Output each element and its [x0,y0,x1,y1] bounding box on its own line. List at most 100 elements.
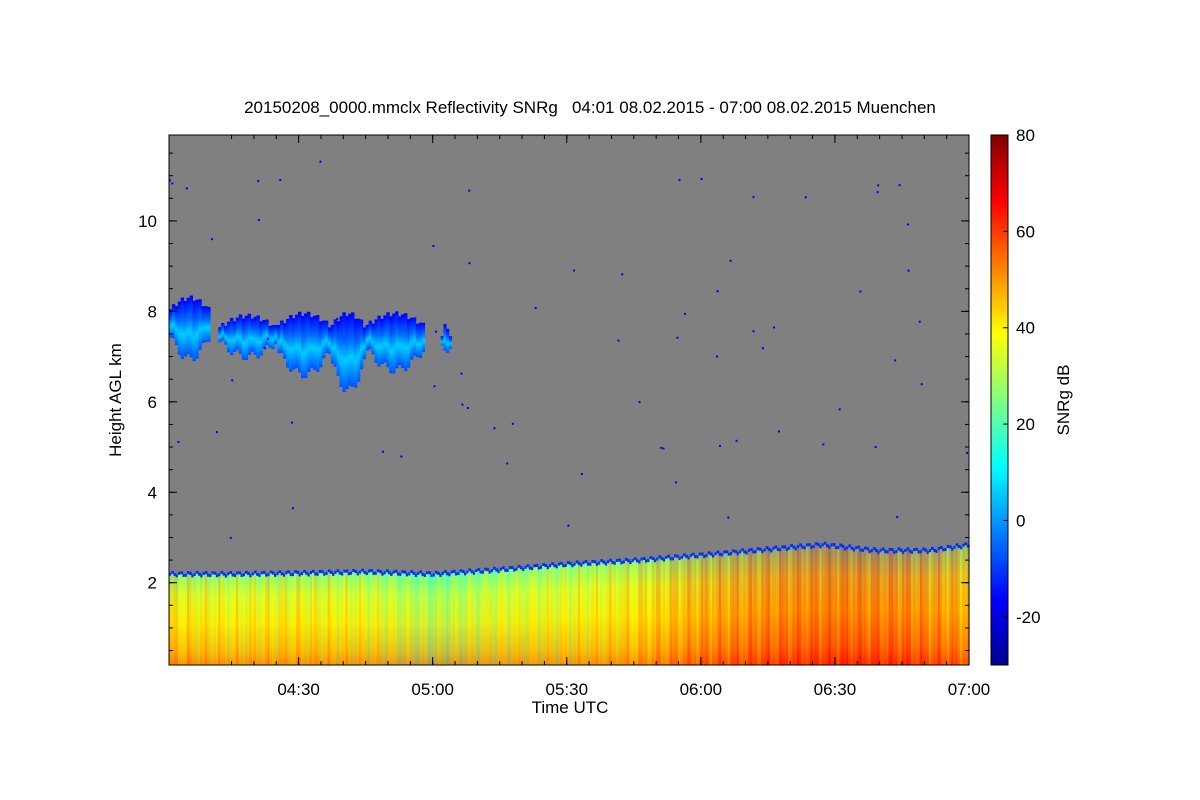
boundary-layer-snr-overlay [428,572,431,665]
boundary-layer-snr-overlay [562,565,566,665]
boundary-layer-snr-overlay [817,544,820,665]
colorbar-tick-label: 80 [1016,126,1035,145]
boundary-layer-top-edge [227,572,230,576]
cirrus-column [221,323,225,341]
noise-speck [876,191,879,194]
cirrus-column [192,300,196,362]
boundary-layer-snr-overlay [392,571,396,665]
cirrus-column [421,322,426,353]
boundary-layer-top-edge [312,569,315,573]
cirrus-column [386,312,390,368]
boundary-layer-top-edge [685,554,688,558]
boundary-layer-top-edge [260,571,264,575]
boundary-layer-snr-overlay [470,571,474,665]
boundary-layer-top-edge [300,572,304,576]
boundary-layer-snr-overlay [553,565,557,665]
boundary-layer-snr-overlay [365,573,369,665]
boundary-layer-top-edge [522,568,525,572]
cirrus-column [380,319,384,364]
cirrus-column [280,320,284,353]
boundary-layer-snr-overlay [582,562,586,665]
boundary-layer-snr-overlay [493,567,496,665]
boundary-layer-top-edge [647,559,650,563]
boundary-layer-snr-overlay [864,547,867,665]
boundary-layer-snr-overlay [441,572,445,665]
boundary-layer-snr-overlay [886,551,890,665]
boundary-layer-top-edge [450,570,454,574]
cirrus-column [283,323,287,359]
boundary-layer-top-edge [808,543,811,547]
boundary-layer-top-edge [687,556,691,560]
boundary-layer-snr-overlay [729,553,733,665]
boundary-layer-snr-overlay [783,546,787,665]
boundary-layer-top-edge [607,560,610,564]
boundary-layer-snr-overlay [542,564,545,665]
boundary-layer-top-edge [962,543,966,547]
boundary-layer-top-edge [613,561,617,565]
boundary-layer-top-edge [180,571,183,575]
boundary-layer-snr-overlay [316,573,320,665]
boundary-layer-snr-overlay [607,561,610,665]
boundary-layer-snr-overlay [667,555,671,665]
boundary-layer-snr-overlay [207,574,210,665]
cirrus-column [171,304,176,339]
boundary-layer-top-edge [195,570,199,574]
boundary-layer-top-edge [200,574,204,578]
boundary-layer-snr-overlay [624,558,628,665]
noise-speck [257,180,260,183]
boundary-layer-snr-overlay [622,561,626,665]
boundary-layer-top-edge [455,572,458,576]
boundary-layer-snr-overlay [872,548,876,665]
boundary-layer-top-edge [356,572,360,576]
boundary-layer-snr-overlay [363,571,367,665]
boundary-layer-snr-overlay [821,544,825,665]
boundary-layer-top-edge [850,546,854,550]
boundary-layer-top-edge [725,550,729,554]
cirrus-column [359,319,364,370]
boundary-layer-top-edge [870,549,874,553]
boundary-layer-top-edge [721,553,724,557]
boundary-layer-top-edge [481,570,485,574]
boundary-layer-top-edge [396,572,400,576]
boundary-layer-snr-overlay [890,549,894,665]
boundary-layer-snr-overlay [826,545,829,665]
boundary-layer-top-edge [562,564,566,568]
boundary-layer-top-edge [794,547,798,551]
boundary-layer-snr-overlay [557,563,561,665]
boundary-layer-top-edge [236,571,239,575]
boundary-layer-top-edge [249,574,253,578]
boundary-layer-snr-overlay [577,563,581,665]
boundary-layer-top-edge [202,572,206,575]
boundary-layer-snr-overlay [763,549,767,665]
boundary-layer-snr-overlay [712,555,715,665]
noise-speck [573,269,575,272]
boundary-layer-snr-overlay [852,549,856,665]
cirrus-column [383,315,387,363]
boundary-layer-snr-overlay [861,549,865,665]
boundary-layer-top-edge [908,549,912,553]
boundary-layer-top-edge [933,548,937,552]
boundary-layer-snr-overlay [627,560,630,665]
boundary-layer-top-edge [253,570,257,574]
cirrus-column [339,316,343,387]
noise-speck [210,238,213,241]
boundary-layer-top-edge [506,569,510,572]
boundary-layer-top-edge [586,562,590,566]
boundary-layer-top-edge [218,573,221,577]
boundary-layer-snr-overlay [573,563,577,665]
cirrus-column [218,327,222,343]
boundary-layer-top-edge [940,546,943,549]
boundary-layer-top-edge [620,561,624,565]
boundary-layer-snr-overlay [910,551,914,665]
x-tick-label: 04:30 [277,680,320,699]
boundary-layer-snr-overlay [253,571,257,665]
boundary-layer-snr-overlay [591,561,595,665]
boundary-layer-snr-overlay [756,548,760,665]
boundary-layer-snr-overlay [296,571,300,665]
boundary-layer-top-edge [622,560,626,564]
boundary-layer-snr-overlay [508,567,512,665]
boundary-layer-top-edge [504,568,507,572]
boundary-layer-top-edge [624,557,628,561]
boundary-layer-snr-overlay [204,572,208,665]
